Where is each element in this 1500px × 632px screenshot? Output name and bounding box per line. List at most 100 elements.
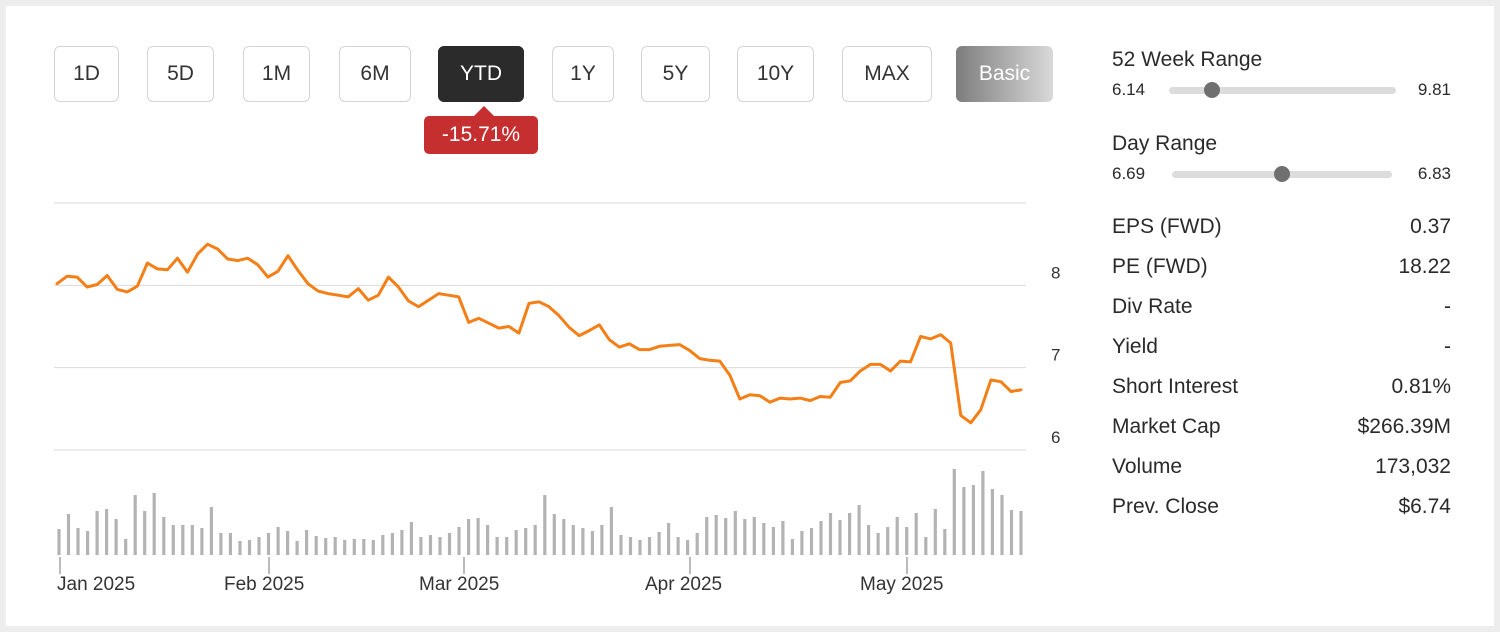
range-button-10y[interactable]: 10Y xyxy=(737,46,814,102)
volume-bar xyxy=(809,528,814,555)
volume-bar xyxy=(133,495,137,555)
volume-bar xyxy=(295,541,299,555)
volume-bar xyxy=(857,505,861,555)
volume-bar xyxy=(667,523,671,555)
range-button-1m[interactable]: 1M xyxy=(243,46,310,102)
stat-value: 0.37 xyxy=(1410,215,1451,238)
stat-value: 173,032 xyxy=(1375,455,1451,478)
volume-bar xyxy=(733,511,737,555)
volume-bar xyxy=(533,525,537,555)
basic-toggle-button[interactable]: Basic xyxy=(956,46,1053,102)
stat-row-short-interest: Short Interest 0.81% xyxy=(1112,375,1451,405)
volume-bar xyxy=(981,471,985,555)
x-tick-label: Jan 2025 xyxy=(57,574,135,595)
volume-bar xyxy=(828,513,833,555)
day-range-knob xyxy=(1274,166,1290,182)
stat-row-yield: Yield - xyxy=(1112,335,1451,365)
volume-bar xyxy=(190,525,194,555)
volume-bar xyxy=(476,518,480,555)
volume-bar xyxy=(409,522,413,555)
week52-range-slider xyxy=(1169,82,1396,98)
volume-bar xyxy=(486,525,490,555)
volume-bar xyxy=(124,539,128,555)
volume-bar xyxy=(543,495,547,555)
x-tick-label: Apr 2025 xyxy=(645,574,722,595)
volume-bar xyxy=(819,521,823,555)
volume-bar xyxy=(371,540,375,555)
volume-bar xyxy=(143,511,147,555)
volume-bar xyxy=(314,536,318,555)
volume-bar xyxy=(276,527,280,555)
stat-label: Volume xyxy=(1112,455,1183,478)
volume-bar xyxy=(924,537,928,555)
volume-bar xyxy=(581,528,585,555)
volume-bar xyxy=(162,517,166,555)
volume-bar xyxy=(438,537,442,555)
range-button-6m[interactable]: 6M xyxy=(339,46,411,102)
stat-value: $266.39M xyxy=(1357,415,1451,438)
week52-low: 6.14 xyxy=(1112,80,1146,99)
volume-bar xyxy=(1019,511,1023,555)
stat-value: 0.81% xyxy=(1391,375,1451,398)
week52-high: 9.81 xyxy=(1417,80,1451,99)
volume-bar xyxy=(524,528,528,555)
volume-bar xyxy=(771,527,775,555)
week52-range-title: 52 Week Range xyxy=(1112,48,1263,71)
volume-bar xyxy=(714,515,718,555)
volume-bar xyxy=(686,540,690,555)
range-button-max[interactable]: MAX xyxy=(842,46,932,102)
volume-bar xyxy=(66,514,71,555)
volume-bar xyxy=(181,525,185,555)
range-button-5y[interactable]: 5Y xyxy=(641,46,710,102)
day-range-slider xyxy=(1172,166,1392,182)
stat-label: EPS (FWD) xyxy=(1112,215,1222,238)
volume-bar xyxy=(171,525,175,555)
ytd-change-badge: -15.71% xyxy=(424,106,538,154)
volume-bar xyxy=(962,487,966,555)
volume-bar xyxy=(1000,495,1004,555)
volume-bar xyxy=(352,539,356,555)
stat-value: - xyxy=(1444,295,1451,318)
volume-bar xyxy=(390,533,394,555)
volume-bar xyxy=(467,519,471,555)
volume-bar xyxy=(381,535,385,555)
volume-bar xyxy=(114,519,118,555)
volume-bar xyxy=(590,531,594,555)
x-tick-label: Feb 2025 xyxy=(224,574,304,595)
volume-bar xyxy=(1009,510,1014,555)
volume-bar xyxy=(762,523,766,555)
stat-value: $6.74 xyxy=(1398,495,1451,518)
day-range-title: Day Range xyxy=(1112,132,1218,155)
volume-bar xyxy=(848,513,852,555)
stat-label: PE (FWD) xyxy=(1112,255,1208,278)
range-button-ytd[interactable]: YTD xyxy=(438,46,524,102)
week52-range-knob xyxy=(1204,82,1221,98)
volume-bar xyxy=(400,530,404,555)
volume-bar xyxy=(152,493,156,555)
price-chart[interactable]: 6 7 8 Jan 2025 Feb 2025 Mar 2025 Apr 2025 May 2… xyxy=(0,0,1060,600)
stat-row-div-rate: Div Rate - xyxy=(1112,295,1451,325)
range-button-1y[interactable]: 1Y xyxy=(552,46,614,102)
volume-bar xyxy=(676,537,680,555)
stat-row-market-cap: Market Cap $266.39M xyxy=(1112,415,1451,445)
quote-card xyxy=(6,6,1494,626)
volume-bar xyxy=(305,530,309,555)
volume-bar xyxy=(705,517,709,555)
volume-bar xyxy=(343,540,347,555)
volume-bar xyxy=(905,527,909,555)
volume-bar xyxy=(324,538,328,555)
stat-label: Yield xyxy=(1112,335,1158,358)
volume-bar xyxy=(247,540,252,555)
volume-bar xyxy=(895,517,899,555)
y-tick-label: 8 xyxy=(1051,263,1060,282)
range-button-5d[interactable]: 5D xyxy=(147,46,214,102)
volume-bar xyxy=(419,537,423,555)
range-button-1d[interactable]: 1D xyxy=(54,46,119,102)
volume-bar xyxy=(457,527,461,555)
volume-bar xyxy=(105,509,109,555)
volume-bar xyxy=(86,531,90,555)
day-low: 6.69 xyxy=(1112,164,1146,183)
volume-bar xyxy=(647,537,652,555)
stat-row-prev-close: Prev. Close $6.74 xyxy=(1112,495,1451,525)
volume-bar xyxy=(57,529,61,555)
